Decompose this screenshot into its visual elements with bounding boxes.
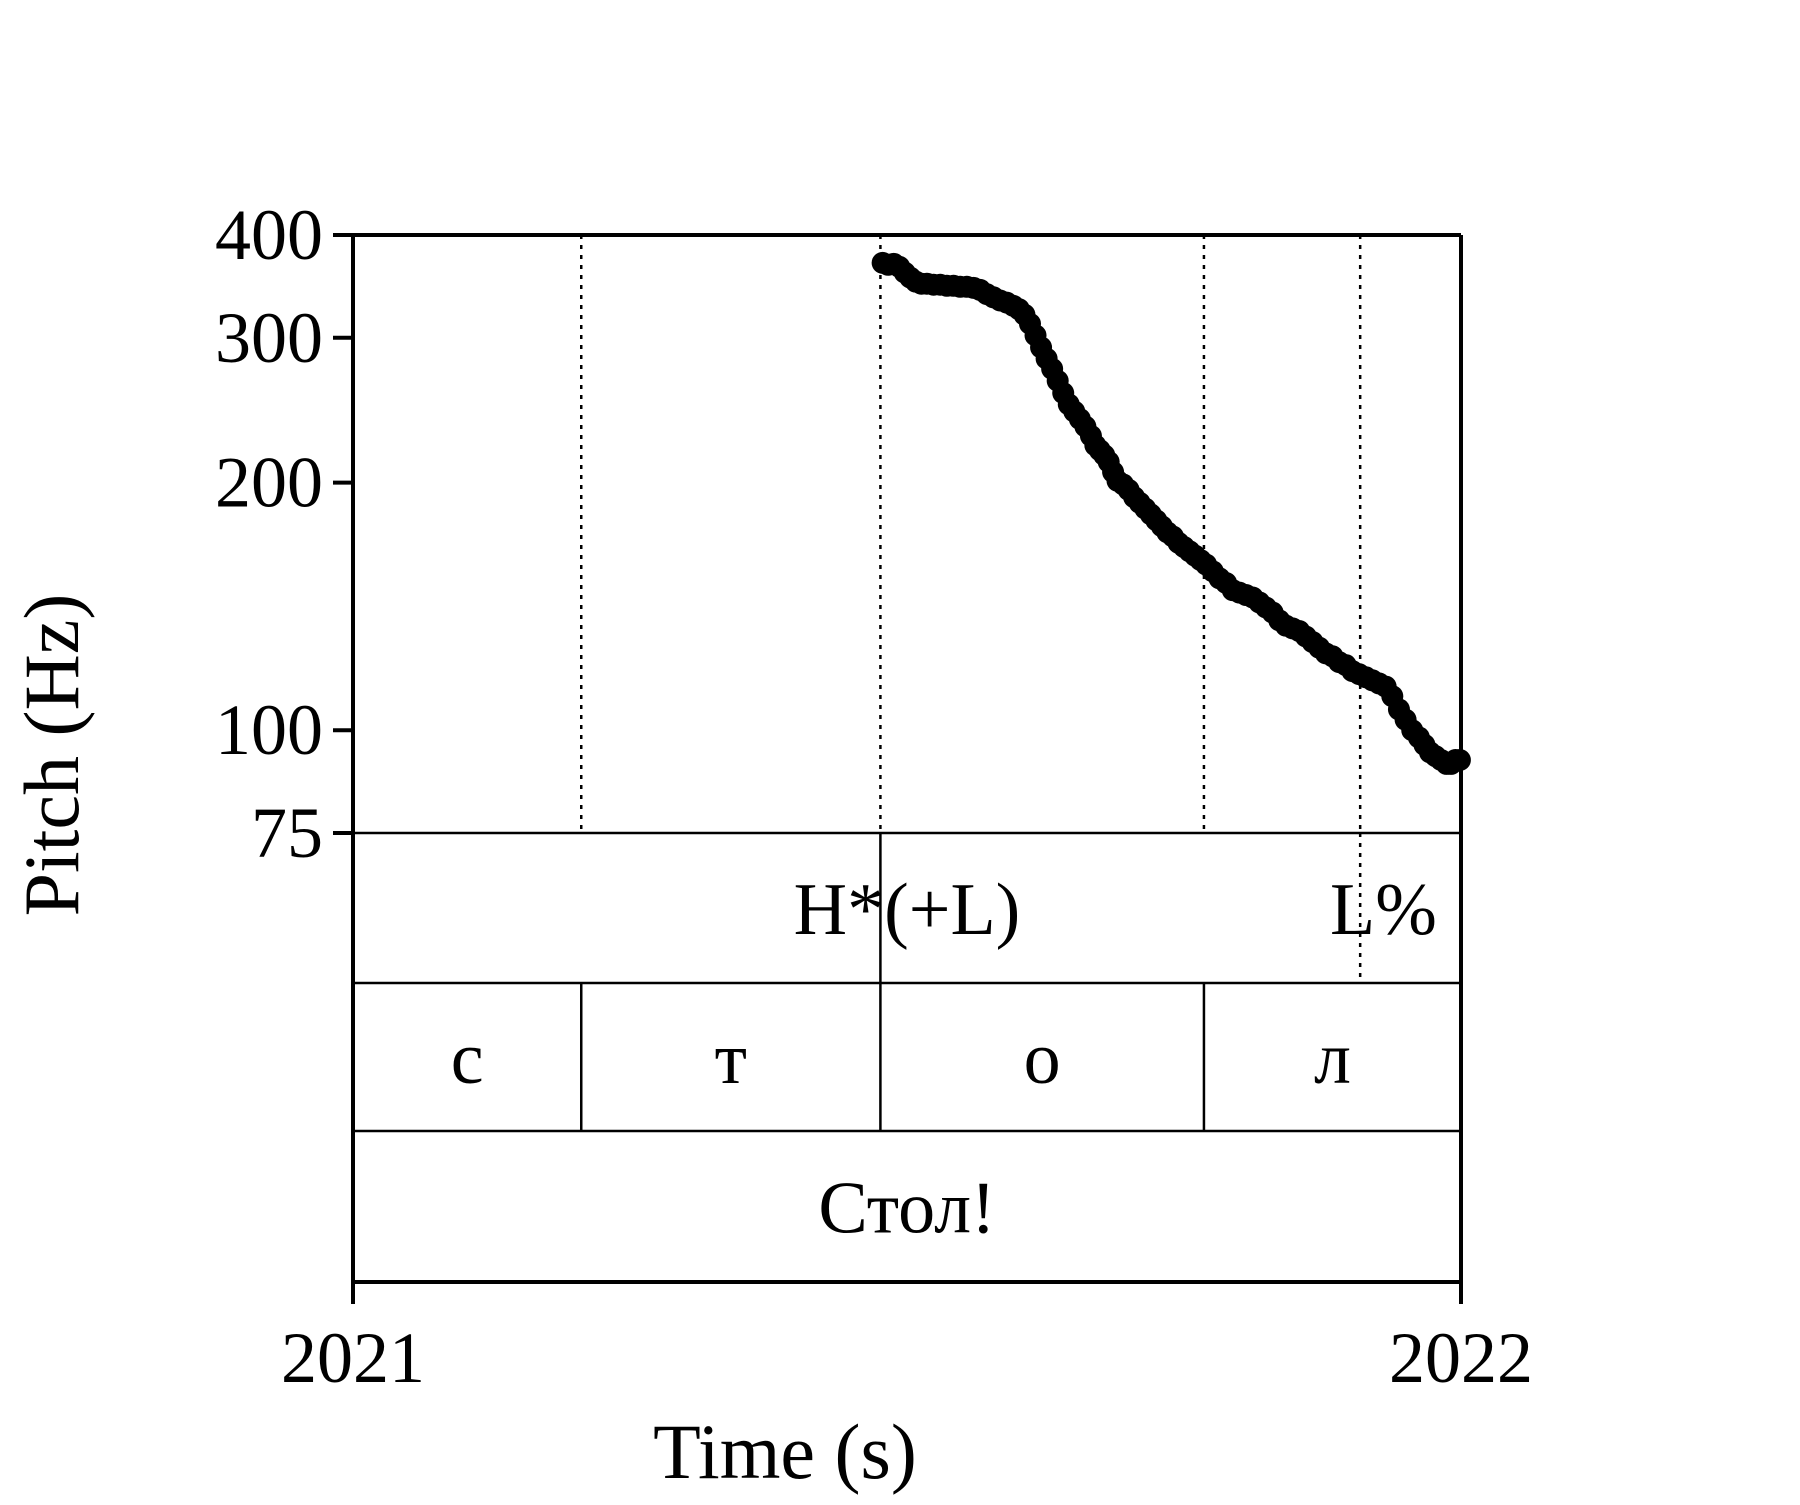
y-tick-label: 100 — [215, 690, 323, 770]
y-tick-label: 400 — [215, 195, 323, 275]
y-tick-label: 300 — [215, 298, 323, 378]
word-label: Стол! — [818, 1168, 995, 1250]
x-axis-title: Time (s) — [653, 1408, 917, 1495]
phone-label: с — [451, 1018, 484, 1100]
x-tick-label: 2022 — [1389, 1318, 1533, 1398]
phone-label: л — [1314, 1018, 1351, 1100]
y-tick-label: 200 — [215, 443, 323, 523]
boundary-lines — [579, 235, 1362, 983]
axis-ticks: 400 300 200 100 75 2021 2022 — [215, 195, 1533, 1398]
x-tick-label: 2021 — [281, 1318, 425, 1398]
plot-frame — [351, 233, 1463, 1284]
tone-label: H*(+L) — [794, 869, 1021, 951]
annotation-tiers: H*(+L) L% с т о л Стол! — [353, 831, 1461, 1250]
y-axis-title: Pitch (Hz) — [8, 594, 95, 917]
phone-label: о — [1024, 1018, 1061, 1100]
pitch-point — [1448, 749, 1471, 772]
y-tick-label: 75 — [251, 793, 323, 873]
pitch-track — [871, 251, 1471, 775]
phone-label: т — [715, 1018, 747, 1100]
tone-label: L% — [1330, 869, 1437, 951]
